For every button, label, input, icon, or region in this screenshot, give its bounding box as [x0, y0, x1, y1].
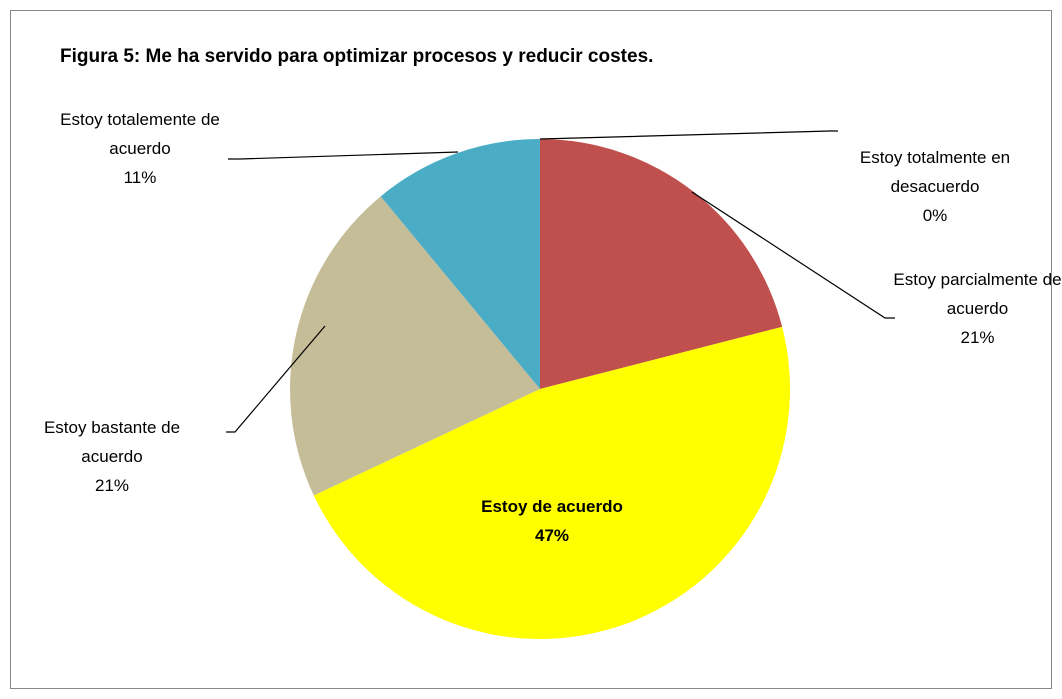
data-label: Estoy parcialmente de acuerdo 21%	[890, 265, 1062, 352]
leader-line	[228, 151, 459, 160]
pie-slice	[380, 139, 540, 389]
category-label: Estoy de acuerdo	[481, 497, 623, 516]
chart-title: Figura 5: Me ha servido para optimizar p…	[60, 46, 654, 67]
value-label: 0%	[922, 206, 948, 225]
leader-line	[539, 130, 838, 140]
data-label: Estoy bastante de acuerdo 21%	[12, 413, 212, 500]
value-label: 21%	[94, 476, 130, 495]
leader-lines	[226, 130, 895, 433]
value-label: 11%	[123, 168, 157, 187]
value-label: 47%	[534, 526, 570, 545]
data-label: Estoy de acuerdo 47%	[452, 492, 652, 550]
category-label: Estoy bastante de acuerdo	[43, 418, 181, 466]
data-label: Estoy totalmente en desacuerdo 0%	[830, 143, 1040, 230]
pie-slice	[313, 326, 791, 640]
value-label: 21%	[960, 328, 995, 347]
data-label: Estoy totalemente de acuerdo 11%	[60, 105, 220, 192]
category-label: Estoy totalemente de acuerdo	[60, 110, 220, 158]
leader-line	[226, 325, 326, 433]
leader-line	[691, 191, 895, 319]
category-label: Estoy totalmente en desacuerdo	[859, 148, 1011, 196]
pie-slice	[290, 196, 540, 496]
category-label: Estoy parcialmente de acuerdo	[893, 270, 1062, 318]
pie-slice	[540, 139, 783, 389]
